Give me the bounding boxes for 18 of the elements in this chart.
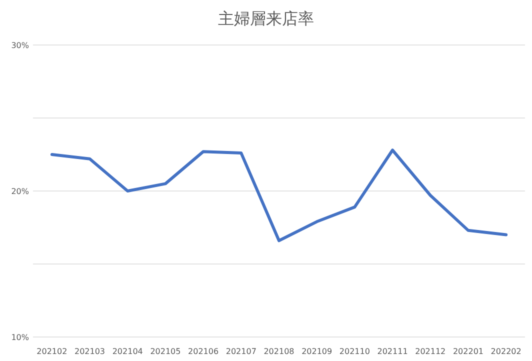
x-tick-label: 202104 bbox=[112, 347, 143, 356]
chart-title: 主婦層来店率 bbox=[218, 9, 314, 28]
line-series bbox=[50, 148, 508, 242]
y-tick-label: 30% bbox=[11, 41, 30, 50]
y-tick-label: 20% bbox=[11, 187, 30, 196]
x-tick-label: 202103 bbox=[74, 347, 106, 356]
x-tick-label: 202107 bbox=[226, 347, 256, 356]
x-tick-label: 202111 bbox=[377, 347, 408, 356]
x-tick-label: 202105 bbox=[150, 347, 181, 356]
x-tick-label: 202102 bbox=[36, 347, 68, 356]
x-tick-label: 202202 bbox=[490, 347, 522, 356]
x-tick-label: 202108 bbox=[264, 347, 294, 356]
x-tick-label: 202109 bbox=[302, 347, 332, 356]
x-tick-label: 202106 bbox=[188, 347, 219, 356]
x-tick-label: 202110 bbox=[339, 347, 370, 356]
x-tick-label: 202201 bbox=[452, 347, 484, 356]
x-tick-label: 202112 bbox=[415, 347, 446, 356]
y-tick-label: 10% bbox=[11, 333, 30, 342]
